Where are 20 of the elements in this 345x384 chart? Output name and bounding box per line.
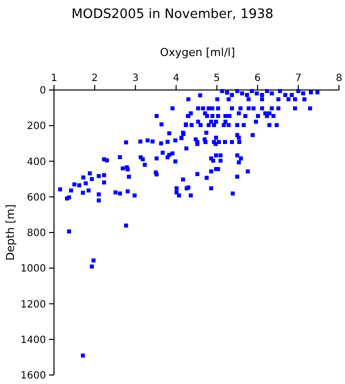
x-axis-title: Oxygen [ml/l] bbox=[160, 46, 236, 59]
y-tick-label: 1000 bbox=[20, 264, 46, 275]
y-tick-label: 1200 bbox=[20, 299, 46, 310]
y-tick-label: 1400 bbox=[20, 334, 46, 346]
x-tick-label: 4 bbox=[172, 73, 180, 84]
x-tick-label: 5 bbox=[214, 73, 220, 84]
y-tick-label: 1600 bbox=[20, 370, 46, 382]
y-tick-label: 600 bbox=[26, 192, 46, 204]
y-tick-label: 400 bbox=[26, 156, 46, 168]
x-tick-label: 8 bbox=[336, 73, 342, 84]
chart-title: MODS2005 in November, 1938 bbox=[72, 7, 274, 22]
x-tick-label: 1 bbox=[50, 73, 58, 84]
x-tick-label: 6 bbox=[254, 73, 261, 84]
y-tick-label: 0 bbox=[40, 86, 46, 96]
y-axis-title: Depth [m] bbox=[4, 204, 17, 261]
x-tick-label: 7 bbox=[295, 73, 302, 84]
y-tick-label: 800 bbox=[26, 228, 46, 239]
y-tick-label: 200 bbox=[26, 121, 46, 132]
x-tick-label: 3 bbox=[132, 73, 139, 84]
x-tick-label: 2 bbox=[92, 73, 98, 84]
